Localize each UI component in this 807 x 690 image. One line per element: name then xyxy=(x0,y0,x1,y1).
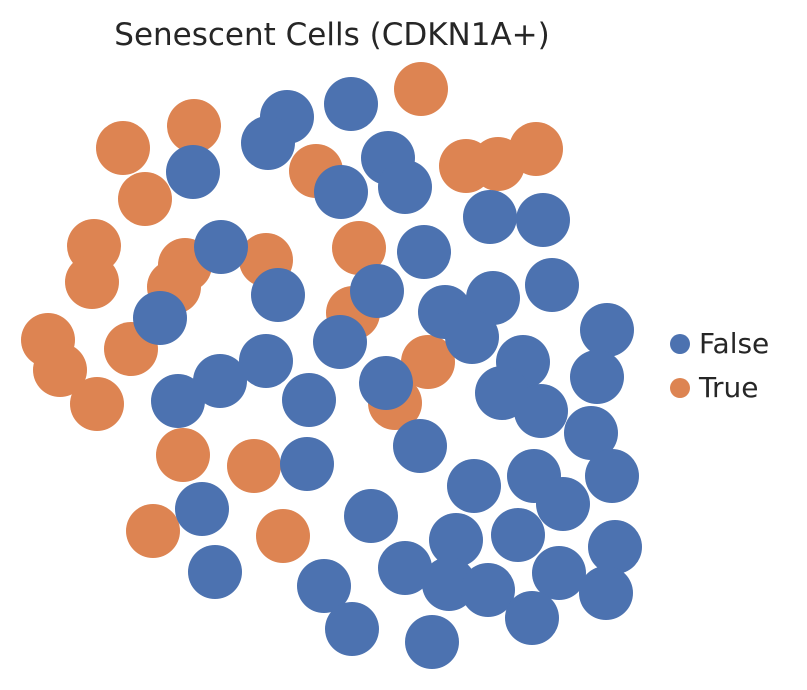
point-false xyxy=(324,77,378,131)
point-false xyxy=(350,264,404,318)
point-false xyxy=(325,602,379,656)
point-false xyxy=(585,449,639,503)
point-false xyxy=(463,190,517,244)
legend-marker-true xyxy=(670,378,690,398)
point-true xyxy=(70,377,124,431)
point-true xyxy=(167,99,221,153)
legend-marker-false xyxy=(670,334,690,354)
point-false xyxy=(166,145,220,199)
point-true xyxy=(96,121,150,175)
point-false xyxy=(514,384,568,438)
point-false xyxy=(194,220,248,274)
point-false xyxy=(151,374,205,428)
point-false xyxy=(536,477,590,531)
point-true xyxy=(33,343,87,397)
point-false xyxy=(445,310,499,364)
point-false xyxy=(570,350,624,404)
point-false xyxy=(429,513,483,567)
point-false xyxy=(564,406,618,460)
point-false xyxy=(405,615,459,669)
point-false xyxy=(516,193,570,247)
point-false xyxy=(359,356,413,410)
point-false xyxy=(580,303,634,357)
point-true xyxy=(156,428,210,482)
point-false xyxy=(461,563,515,617)
point-false xyxy=(133,291,187,345)
legend-label-false: False xyxy=(699,327,769,360)
point-false xyxy=(313,315,367,369)
point-false xyxy=(505,591,559,645)
point-true xyxy=(394,62,448,116)
point-true xyxy=(126,504,180,558)
point-false xyxy=(525,258,579,312)
point-true xyxy=(65,255,119,309)
point-false xyxy=(241,116,295,170)
point-false xyxy=(588,520,642,574)
point-false xyxy=(447,459,501,513)
legend-label-true: True xyxy=(698,371,758,404)
point-false xyxy=(397,225,451,279)
point-false xyxy=(378,160,432,214)
point-false xyxy=(378,541,432,595)
point-false xyxy=(491,508,545,562)
point-true xyxy=(118,172,172,226)
point-false xyxy=(188,545,242,599)
point-false xyxy=(251,268,305,322)
points-layer xyxy=(21,62,642,669)
chart-title: Senescent Cells (CDKN1A+) xyxy=(114,17,549,53)
point-false xyxy=(532,546,586,600)
point-false xyxy=(175,482,229,536)
point-true xyxy=(401,335,455,389)
point-true xyxy=(509,122,563,176)
point-true xyxy=(256,509,310,563)
legend: False True xyxy=(670,327,769,404)
point-false xyxy=(280,437,334,491)
point-false xyxy=(297,559,351,613)
point-true xyxy=(227,439,281,493)
point-true xyxy=(332,221,386,275)
point-false xyxy=(344,489,398,543)
point-false xyxy=(239,334,293,388)
point-false xyxy=(282,373,336,427)
point-false xyxy=(579,566,633,620)
point-false xyxy=(314,165,368,219)
point-false xyxy=(393,419,447,473)
point-false xyxy=(193,354,247,408)
